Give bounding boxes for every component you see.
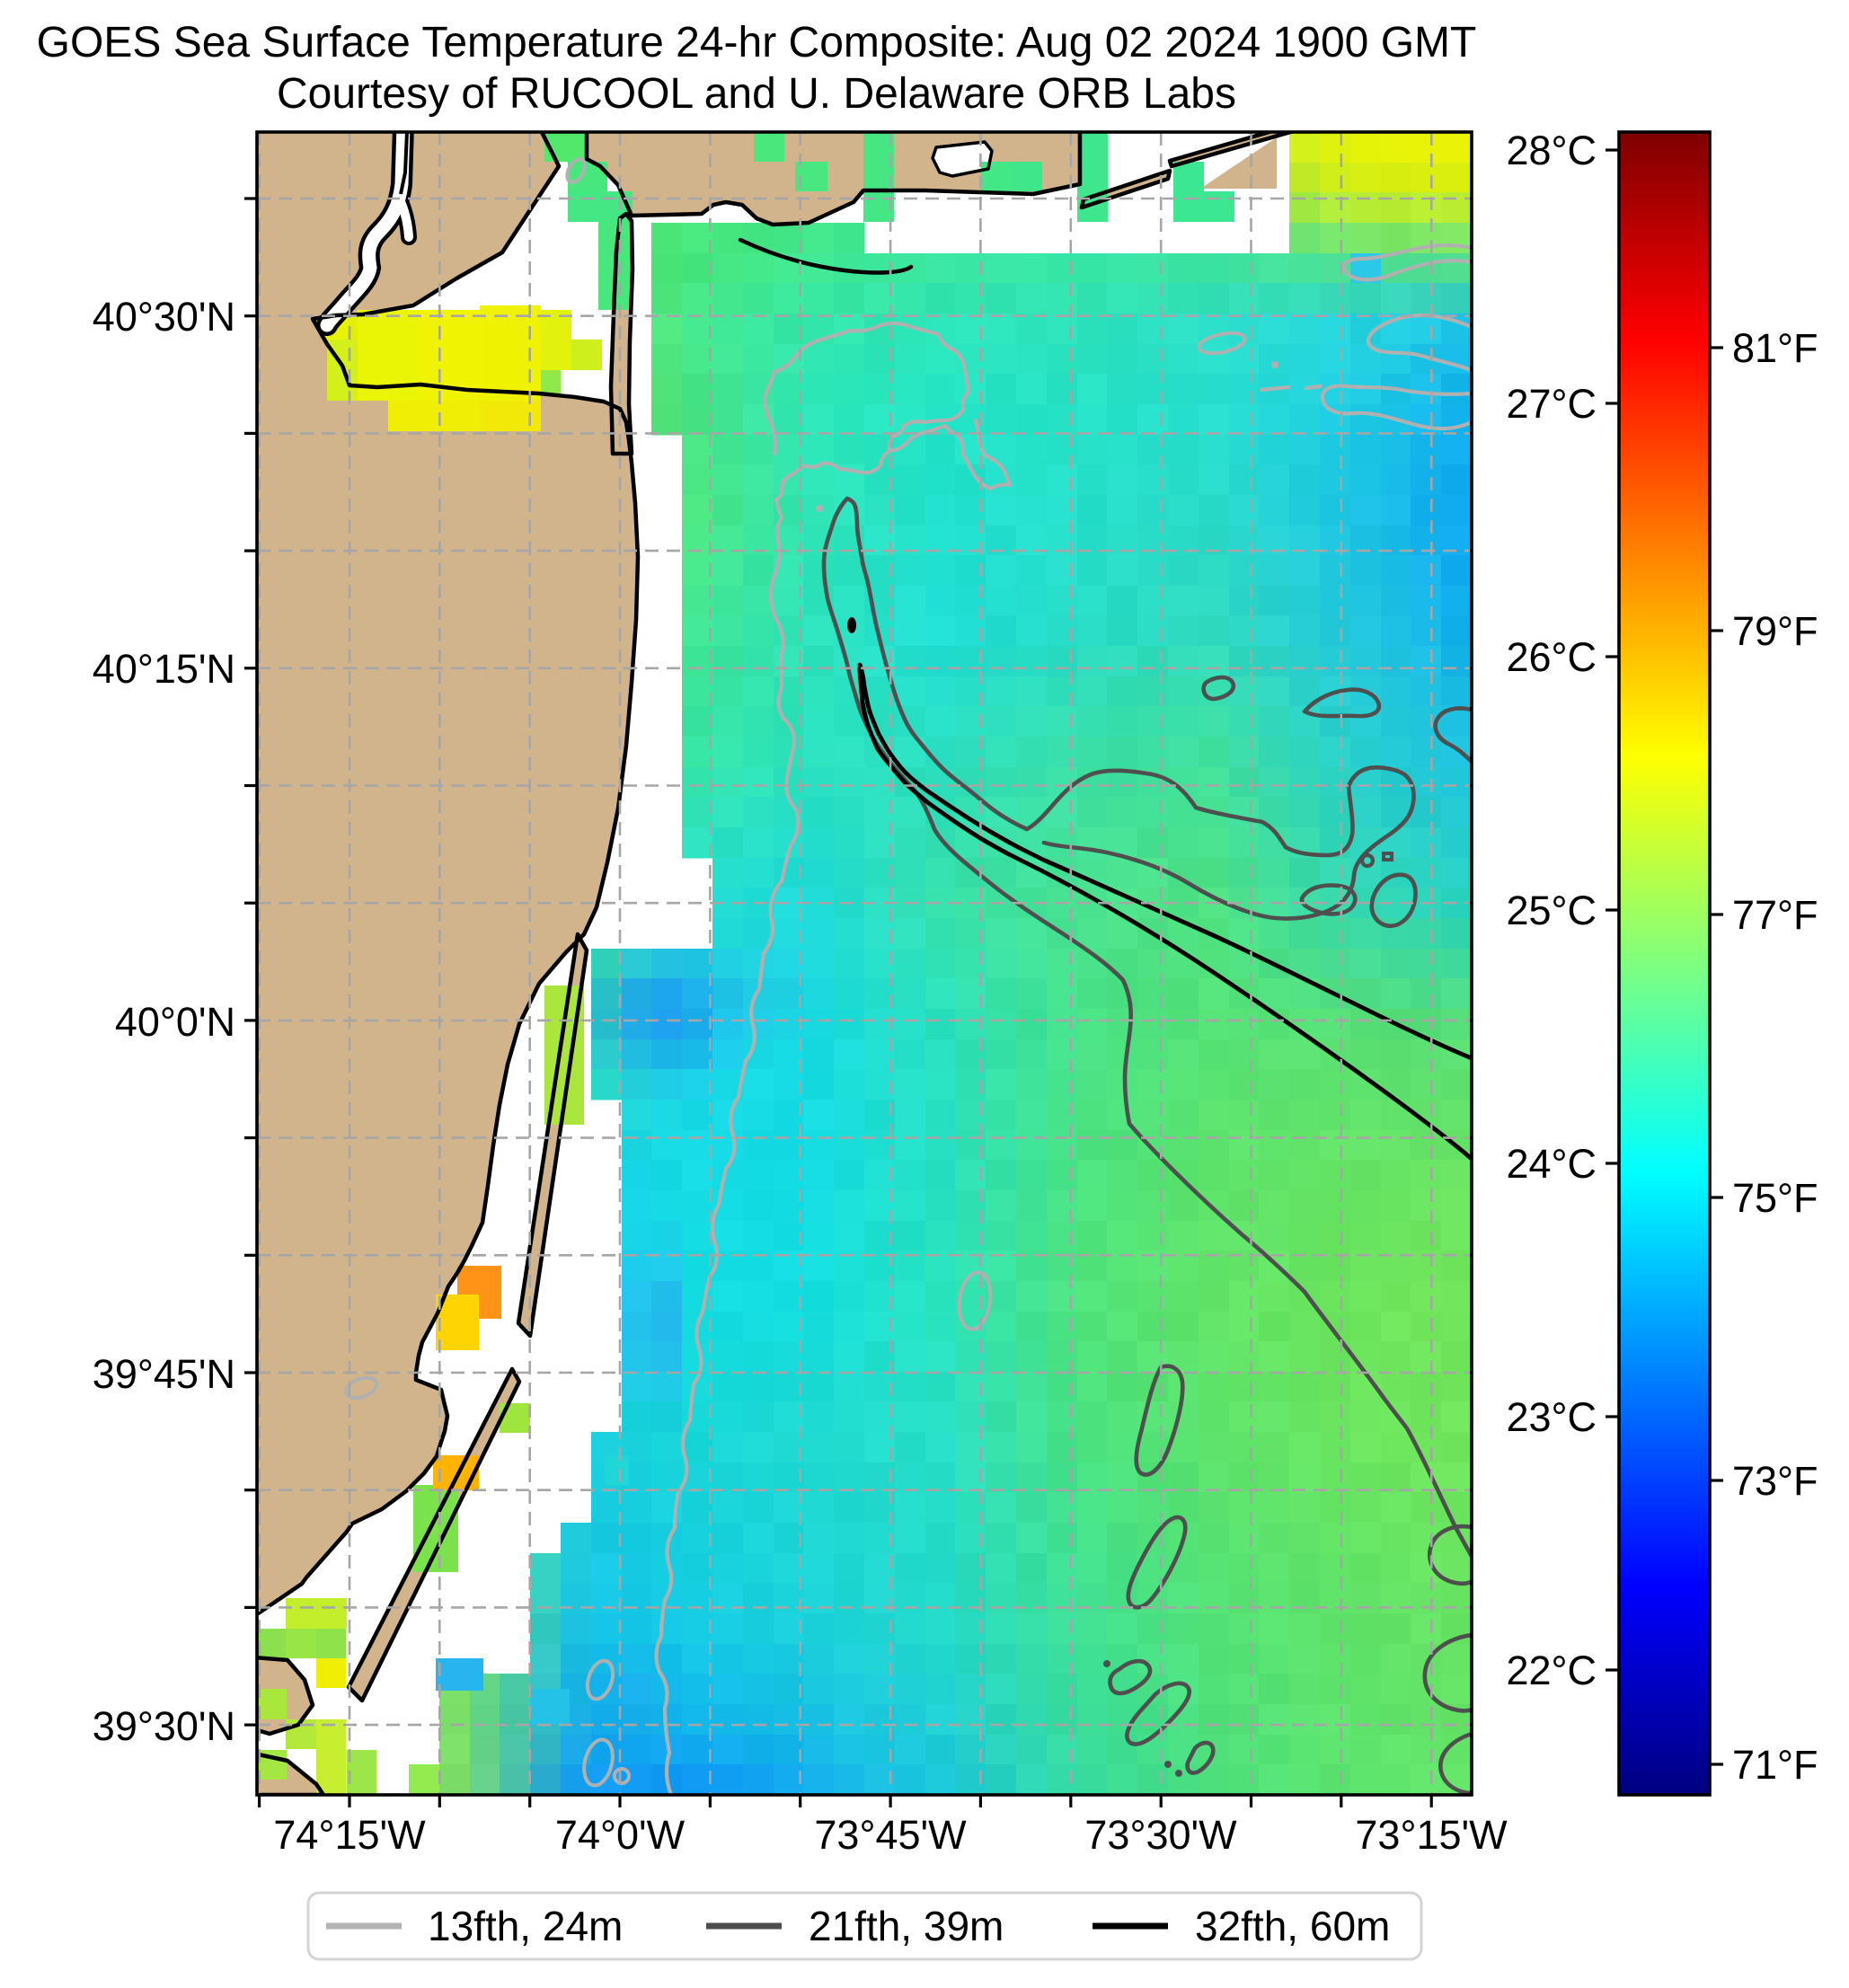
svg-text:39°30'N: 39°30'N [93, 1703, 235, 1749]
svg-text:26°C: 26°C [1506, 634, 1597, 680]
svg-text:22°C: 22°C [1506, 1648, 1597, 1693]
svg-text:24°C: 24°C [1506, 1141, 1597, 1187]
svg-text:74°0'W: 74°0'W [555, 1812, 686, 1858]
svg-text:13fth, 24m: 13fth, 24m [428, 1903, 623, 1949]
svg-text:40°15'N: 40°15'N [93, 646, 235, 692]
svg-text:77°F: 77°F [1732, 892, 1818, 938]
svg-text:40°0'N: 40°0'N [115, 999, 235, 1045]
svg-text:23°C: 23°C [1506, 1394, 1597, 1440]
svg-text:74°15'W: 74°15'W [273, 1812, 426, 1858]
svg-text:73°45'W: 73°45'W [814, 1812, 967, 1858]
svg-text:32fth, 60m: 32fth, 60m [1195, 1903, 1390, 1949]
svg-text:27°C: 27°C [1506, 381, 1597, 427]
svg-text:73°F: 73°F [1732, 1458, 1818, 1504]
svg-text:79°F: 79°F [1732, 608, 1818, 654]
svg-text:75°F: 75°F [1732, 1175, 1818, 1221]
svg-text:39°45'N: 39°45'N [93, 1351, 235, 1397]
svg-text:25°C: 25°C [1506, 888, 1597, 933]
svg-text:73°15'W: 73°15'W [1355, 1812, 1508, 1858]
svg-text:73°30'W: 73°30'W [1084, 1812, 1237, 1858]
svg-text:81°F: 81°F [1732, 325, 1818, 371]
svg-text:GOES Sea Surface Temperature 2: GOES Sea Surface Temperature 24-hr Compo… [37, 19, 1477, 66]
svg-text:28°C: 28°C [1506, 128, 1597, 173]
svg-text:71°F: 71°F [1732, 1742, 1818, 1788]
svg-text:21fth, 39m: 21fth, 39m [809, 1903, 1004, 1949]
svg-text:40°30'N: 40°30'N [93, 294, 235, 340]
svg-text:Courtesy of RUCOOL and U. Dela: Courtesy of RUCOOL and U. Delaware ORB L… [277, 70, 1236, 118]
